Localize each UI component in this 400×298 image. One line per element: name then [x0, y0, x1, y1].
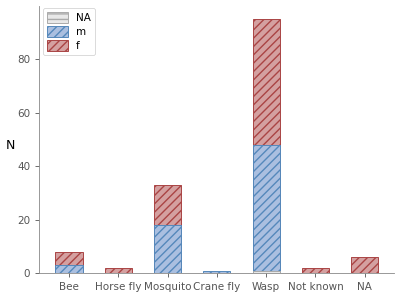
Bar: [253, 145, 280, 274]
Bar: [56, 252, 82, 274]
Bar: [253, 271, 280, 274]
Legend: NA, m, f: NA, m, f: [43, 8, 95, 55]
Bar: [302, 268, 329, 274]
Bar: [203, 271, 230, 274]
Bar: [105, 268, 132, 274]
Bar: [154, 225, 181, 274]
Bar: [253, 19, 280, 274]
Bar: [56, 266, 82, 274]
Bar: [154, 185, 181, 274]
Y-axis label: N: N: [6, 139, 15, 153]
Bar: [351, 257, 378, 274]
